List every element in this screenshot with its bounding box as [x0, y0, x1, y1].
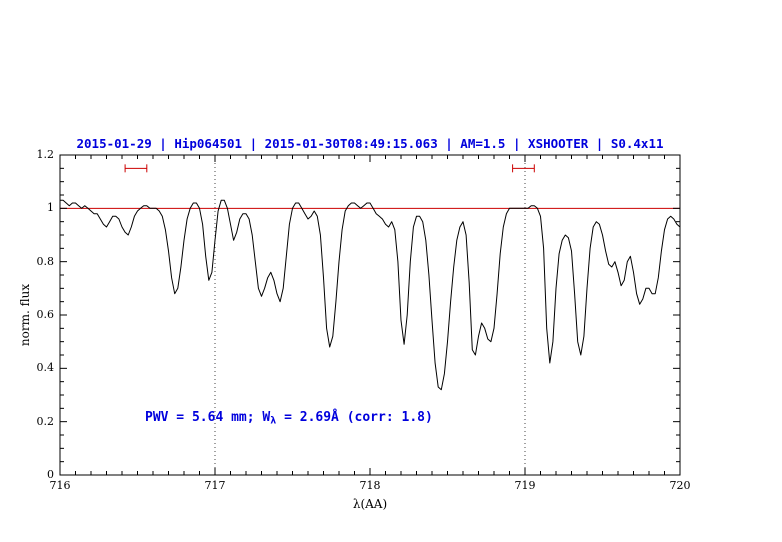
x-tick-label: 716: [49, 479, 71, 492]
y-tick-label: 0.6: [36, 308, 55, 321]
y-tick-label: 1: [47, 201, 54, 215]
x-tick-label: 717: [204, 479, 226, 492]
pwv-annotation: PWV = 5.64 mm; Wλ = 2.69Å (corr: 1.8): [145, 410, 433, 427]
plot-title: 2015-01-29 | Hip064501 | 2015-01-30T08:4…: [76, 136, 664, 151]
spectrum-curve: [59, 199, 681, 391]
x-axis-label: λ(AA): [352, 497, 388, 511]
y-tick-label: 0.4: [36, 361, 55, 375]
x-tick-label: 718: [359, 479, 381, 492]
x-tick-label: 720: [669, 479, 691, 492]
x-tick-label: 719: [514, 479, 536, 492]
annotation-suffix: = 2.69Å (corr: 1.8): [276, 410, 433, 425]
plot-frame: [59, 154, 681, 476]
y-tick-label: 0.2: [36, 414, 55, 428]
y-tick-label: 1.2: [36, 148, 55, 161]
annotation-prefix: PWV = 5.64 mm; W: [145, 410, 271, 425]
y-tick-label: 0: [47, 468, 54, 481]
y-tick-label: 0.8: [36, 254, 55, 268]
annotation-lambda-subscript: λ: [270, 415, 277, 427]
